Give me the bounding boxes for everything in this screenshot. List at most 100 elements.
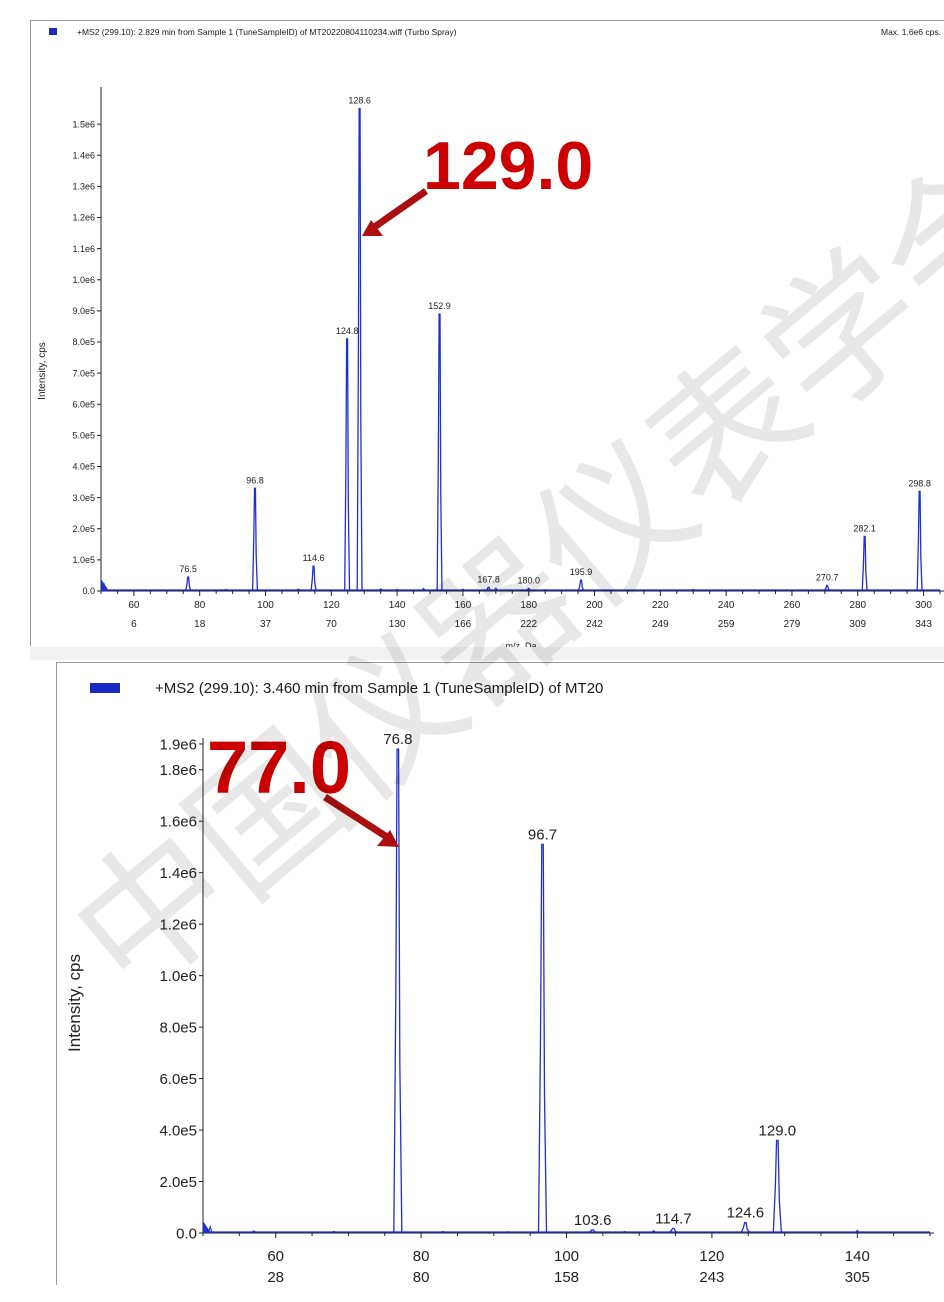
x-tick-label: 60 <box>128 600 140 611</box>
x-tick-sublabel: 80 <box>413 1269 430 1286</box>
y-tick-label: 1.0e6 <box>72 275 95 285</box>
annotation-arrow-head <box>377 830 399 847</box>
legend-marker <box>90 683 120 693</box>
peak-label: 128.6 <box>348 96 371 106</box>
spectrum-panel-2: +MS2 (299.10): 3.460 min from Sample 1 (… <box>56 662 944 1286</box>
noise-peak <box>651 1229 656 1233</box>
x-tick-sublabel: 309 <box>849 619 866 630</box>
y-tick-label: 1.5e6 <box>72 119 95 129</box>
peak-label: 103.6 <box>574 1212 612 1229</box>
max-intensity-label: Max. 1.6e6 cps. <box>881 27 941 37</box>
peak-label: 114.6 <box>303 553 325 563</box>
x-tick-sublabel: 37 <box>260 619 272 630</box>
y-tick-label: 1.0e5 <box>72 555 95 565</box>
annotation-group: 129.0 <box>362 128 593 236</box>
y-tick-label: 8.0e5 <box>159 1019 197 1036</box>
x-tick-label: 240 <box>718 600 735 611</box>
noise-peak <box>224 588 228 591</box>
spectrum-peak <box>185 576 192 591</box>
peak-label: 76.5 <box>179 564 197 574</box>
y-tick-label: 1.4e6 <box>159 865 197 882</box>
spectrum-peak <box>485 586 492 591</box>
x-tick-sublabel: 343 <box>915 619 932 630</box>
x-tick-sublabel: 18 <box>194 619 206 630</box>
peak-label: 76.8 <box>383 731 412 748</box>
spectrum-chart-2: +MS2 (299.10): 3.460 min from Sample 1 (… <box>65 680 934 1286</box>
noise-peak <box>461 588 465 591</box>
peak-label: 124.8 <box>336 326 359 336</box>
spectrum-peak <box>537 843 548 1233</box>
annotation-group: 77.0 <box>207 726 399 847</box>
x-tick-label: 200 <box>586 600 603 611</box>
x-tick-sublabel: 166 <box>455 619 472 630</box>
x-tick-label: 100 <box>257 600 274 611</box>
chart-title: +MS2 (299.10): 2.829 min from Sample 1 (… <box>77 27 457 37</box>
peak-label: 195.9 <box>570 567 593 577</box>
x-tick-sublabel: 28 <box>267 1269 284 1286</box>
spectrum-peak <box>578 579 585 591</box>
noise-peak <box>332 1230 336 1233</box>
x-tick-sublabel: 243 <box>699 1269 724 1286</box>
x-tick-sublabel: 259 <box>718 619 735 630</box>
annotation-arrow-shaft <box>370 188 429 231</box>
noise-peak <box>252 1230 256 1233</box>
x-tick-sublabel: 305 <box>845 1269 870 1286</box>
spectrum-peak <box>356 107 363 591</box>
legend-marker <box>49 28 57 35</box>
peak-label: 129.0 <box>759 1122 797 1139</box>
noise-peak <box>441 1230 445 1233</box>
peak-label: 282.1 <box>853 524 876 534</box>
x-tick-label: 260 <box>784 600 801 611</box>
x-tick-label: 140 <box>389 600 406 611</box>
spectrum-peak <box>772 1139 782 1233</box>
x-tick-sublabel: 158 <box>554 1269 579 1286</box>
x-tick-label: 140 <box>845 1248 870 1265</box>
y-tick-label: 2.0e5 <box>72 524 95 534</box>
noise-peak <box>208 1224 213 1233</box>
noise-peak <box>378 588 383 591</box>
peak-label: 298.8 <box>908 478 931 488</box>
spectrum-peak <box>669 1227 678 1233</box>
x-tick-label: 180 <box>520 600 537 611</box>
x-tick-label: 160 <box>455 600 472 611</box>
x-tick-label: 80 <box>194 600 206 611</box>
x-tick-label: 280 <box>849 600 866 611</box>
y-tick-label: 1.4e6 <box>72 150 95 160</box>
y-tick-label: 3.0e5 <box>72 493 95 503</box>
y-tick-label: 1.8e6 <box>159 762 197 779</box>
annotation-arrow-shaft <box>323 794 389 840</box>
annotation-arrow-head <box>362 220 383 236</box>
y-tick-label: 6.0e5 <box>72 399 95 409</box>
x-axis-label: m/z, Da <box>505 641 536 651</box>
spectrum-peak <box>251 487 259 591</box>
x-tick-sublabel: 249 <box>652 619 669 630</box>
annotation-value: 129.0 <box>423 128 593 204</box>
noise-peak <box>102 582 107 591</box>
y-tick-label: 4.0e5 <box>72 462 95 472</box>
x-tick-sublabel: 279 <box>784 619 801 630</box>
x-tick-sublabel: 242 <box>586 619 603 630</box>
x-tick-label: 120 <box>699 1248 724 1265</box>
noise-peak <box>296 588 301 591</box>
y-tick-label: 0.0 <box>82 586 95 596</box>
y-tick-label: 1.9e6 <box>159 736 197 753</box>
peak-label: 114.7 <box>655 1210 691 1227</box>
x-tick-sublabel: 70 <box>326 619 338 630</box>
noise-peak <box>395 588 399 591</box>
spectrum-peak <box>344 338 351 591</box>
noise-peak <box>622 1230 627 1233</box>
x-tick-label: 220 <box>652 600 669 611</box>
spectrum-peak <box>740 1222 750 1233</box>
y-tick-label: 1.0e6 <box>159 968 197 985</box>
x-tick-label: 60 <box>267 1248 284 1265</box>
peak-label: 167.8 <box>477 574 500 584</box>
y-tick-label: 1.3e6 <box>72 182 95 192</box>
spectrum-peak <box>393 748 403 1233</box>
y-tick-label: 1.2e6 <box>72 213 95 223</box>
x-tick-label: 80 <box>413 1248 430 1265</box>
y-axis-label: Intensity, cps <box>65 954 84 1052</box>
x-tick-label: 100 <box>554 1248 579 1265</box>
peak-label: 152.9 <box>428 301 451 311</box>
y-tick-label: 1.1e6 <box>72 244 95 254</box>
panel-separator <box>30 647 944 660</box>
